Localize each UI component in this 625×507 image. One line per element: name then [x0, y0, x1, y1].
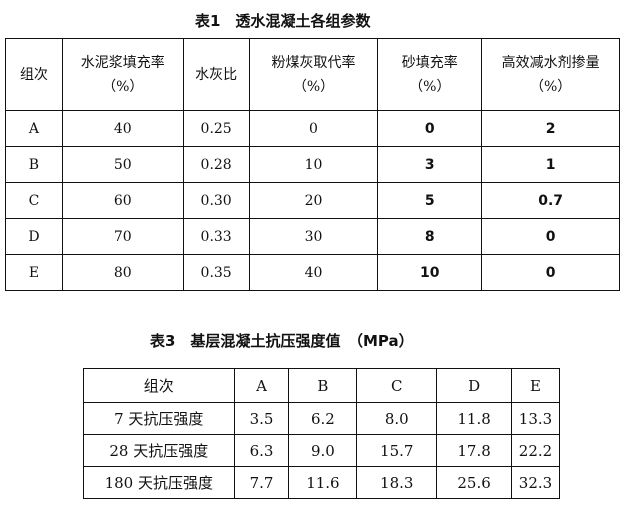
table-cell: 7.7	[233, 466, 290, 499]
table-cell: 25.6	[436, 466, 512, 499]
table-cell: 1	[481, 146, 620, 183]
table-cell: 50	[61, 146, 184, 183]
table-cell: 0	[481, 218, 620, 255]
table1-header-cell: 高效减水剂掺量 （%）	[481, 38, 620, 111]
table-cell: A	[5, 110, 63, 147]
header-line: （%）	[409, 78, 451, 95]
table-cell: 9.0	[288, 434, 358, 467]
header-line: 高效减水剂掺量	[501, 54, 600, 71]
table-cell: 6.3	[233, 434, 290, 467]
table-cell: 7 天抗压强度	[83, 402, 235, 435]
table1-header-cell: 砂填充率 （%）	[377, 38, 483, 111]
table-row: 7 天抗压强度 3.5 6.2 8.0 11.8 13.3	[83, 402, 560, 435]
table-cell: 10	[377, 254, 483, 291]
table-cell: 0.7	[481, 182, 620, 219]
table-cell: 15.7	[356, 434, 438, 467]
table-cell: 20	[248, 182, 379, 219]
table3: 组次 A B C D E 7 天抗压强度 3.5 6.2 8.0 11.8 13.3 28 天抗压强度…	[83, 368, 560, 499]
table-cell: 0	[377, 110, 483, 147]
table-cell: 2	[481, 110, 620, 147]
table1-header-cell: 粉煤灰取代率 （%）	[248, 38, 379, 111]
header-line: 粉煤灰取代率	[271, 54, 356, 71]
table3-header-cell: A	[233, 368, 290, 403]
table-cell: 13.3	[511, 402, 560, 435]
table1-header-cell: 组次	[5, 38, 63, 111]
table-row: 28 天抗压强度 6.3 9.0 15.7 17.8 22.2	[83, 434, 560, 467]
table-cell: 0.30	[182, 182, 250, 219]
table3-header-cell: C	[356, 368, 438, 403]
table1: 组次 水泥浆填充率 （%） 水灰比 粉煤灰取代率 （%） 砂填充率 （%） 高效减水剂掺量 （%）…	[5, 38, 620, 291]
table-cell: 70	[61, 218, 184, 255]
table-cell: 8.0	[356, 402, 438, 435]
table-cell: 0.35	[182, 254, 250, 291]
table-row: A 40 0.25 0 0 2	[5, 110, 620, 147]
table-cell: 3	[377, 146, 483, 183]
table1-header-cell: 水泥浆填充率 （%）	[61, 38, 184, 111]
table-cell: 180 天抗压强度	[83, 466, 235, 499]
table-cell: 80	[61, 254, 184, 291]
header-line: （%）	[292, 78, 335, 95]
table-cell: 40	[248, 254, 379, 291]
header-line: （%）	[529, 78, 572, 95]
table-cell: 18.3	[356, 466, 438, 499]
table-cell: 0.28	[182, 146, 250, 183]
header-line: 水泥浆填充率	[80, 54, 165, 71]
table3-header-row: 组次 A B C D E	[83, 368, 560, 403]
table3-header-cell: B	[288, 368, 358, 403]
table3-header-cell: E	[511, 368, 560, 403]
table-row: D 70 0.33 30 8 0	[5, 218, 620, 255]
table-cell: 11.6	[288, 466, 358, 499]
table-cell: 0.33	[182, 218, 250, 255]
header-line: 水灰比	[195, 66, 238, 83]
table-row: 180 天抗压强度 7.7 11.6 18.3 25.6 32.3	[83, 466, 560, 499]
table-cell: 17.8	[436, 434, 512, 467]
table-cell: 30	[248, 218, 379, 255]
table-row: B 50 0.28 10 3 1	[5, 146, 620, 183]
table3-header-cell: 组次	[83, 368, 235, 403]
table-cell: 0	[248, 110, 379, 147]
header-line: （%）	[102, 78, 144, 95]
table3-title: 表3 基层混凝土抗压强度值 （MPa）	[150, 332, 414, 350]
table-cell: 10	[248, 146, 379, 183]
table-cell: 28 天抗压强度	[83, 434, 235, 467]
table-cell: 60	[61, 182, 184, 219]
table-cell: B	[5, 146, 63, 183]
table-cell: 0.25	[182, 110, 250, 147]
table-cell: 3.5	[233, 402, 290, 435]
header-line: 组次	[19, 66, 48, 83]
table-cell: 8	[377, 218, 483, 255]
table-row: C 60 0.30 20 5 0.7	[5, 182, 620, 219]
table-cell: 6.2	[288, 402, 358, 435]
table1-title: 表1 透水混凝土各组参数	[195, 12, 371, 30]
table-cell: E	[5, 254, 63, 291]
table1-header-cell: 水灰比	[182, 38, 250, 111]
table-cell: 11.8	[436, 402, 512, 435]
table-cell: 22.2	[511, 434, 560, 467]
header-line: 砂填充率	[401, 54, 458, 71]
table-cell: 0	[481, 254, 620, 291]
table-cell: 5	[377, 182, 483, 219]
table-cell: C	[5, 182, 63, 219]
table1-header-row: 组次 水泥浆填充率 （%） 水灰比 粉煤灰取代率 （%） 砂填充率 （%） 高效减水剂掺量 （%）	[5, 38, 620, 111]
table3-header-cell: D	[436, 368, 512, 403]
table-row: E 80 0.35 40 10 0	[5, 254, 620, 291]
table-cell: 32.3	[511, 466, 560, 499]
table-cell: D	[5, 218, 63, 255]
table-cell: 40	[61, 110, 184, 147]
